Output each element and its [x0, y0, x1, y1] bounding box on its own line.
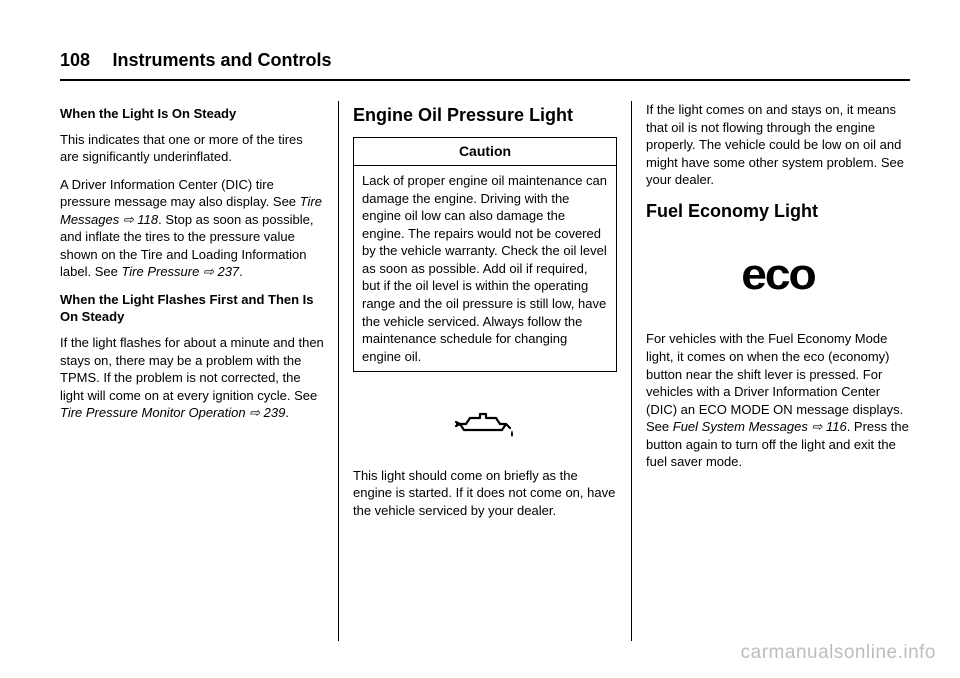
caution-box: Caution Lack of proper engine oil mainte…	[353, 137, 617, 372]
section-heading-fuel-economy: Fuel Economy Light	[646, 199, 910, 223]
text: If the light flashes for about a minute …	[60, 335, 324, 403]
paragraph: A Driver Information Center (DIC) tire p…	[60, 176, 324, 281]
column-2: Engine Oil Pressure Light Caution Lack o…	[338, 101, 631, 641]
eco-text: eco	[741, 245, 814, 304]
content-columns: When the Light Is On Steady This indicat…	[60, 101, 910, 641]
subheading-flashes: When the Light Flashes First and Then Is…	[60, 291, 324, 326]
reference-link: Fuel System Messages ⇨ 116	[673, 419, 847, 434]
page-header: 108 Instruments and Controls	[60, 50, 910, 81]
text: .	[239, 264, 243, 279]
paragraph: If the light comes on and stays on, it m…	[646, 101, 910, 189]
watermark: carmanualsonline.info	[741, 642, 936, 664]
paragraph: For vehicles with the Fuel Economy Mode …	[646, 330, 910, 470]
oil-pressure-icon	[353, 402, 617, 447]
caution-title: Caution	[354, 138, 616, 166]
section-heading-oil: Engine Oil Pressure Light	[353, 103, 617, 127]
text: A Driver Information Center (DIC) tire p…	[60, 177, 300, 210]
reference-link: Tire Pressure Monitor Operation ⇨ 239	[60, 405, 285, 420]
subheading-steady: When the Light Is On Steady	[60, 105, 324, 123]
column-3: If the light comes on and stays on, it m…	[631, 101, 910, 641]
page-number: 108	[60, 50, 90, 70]
paragraph: This indicates that one or more of the t…	[60, 131, 324, 166]
manual-page: 108 Instruments and Controls When the Li…	[0, 0, 960, 678]
paragraph: If the light flashes for about a minute …	[60, 334, 324, 422]
reference-link: Tire Pressure ⇨ 237	[121, 264, 239, 279]
eco-icon: eco	[646, 245, 910, 304]
text: .	[285, 405, 289, 420]
caution-body: Lack of proper engine oil maintenance ca…	[354, 166, 616, 371]
chapter-title: Instruments and Controls	[113, 50, 332, 70]
column-1: When the Light Is On Steady This indicat…	[60, 101, 338, 641]
paragraph: This light should come on briefly as the…	[353, 467, 617, 520]
